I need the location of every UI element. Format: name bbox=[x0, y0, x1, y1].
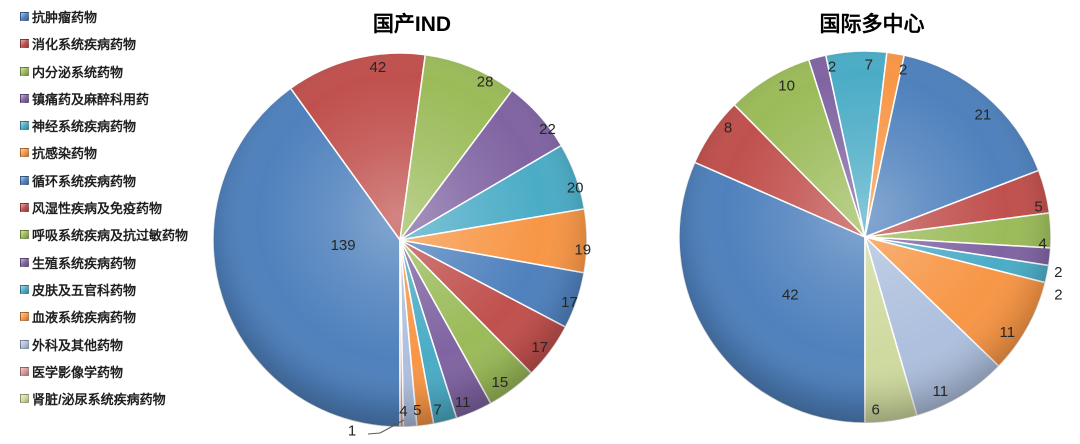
legend-item: 血液系统疾病药物 bbox=[20, 310, 188, 326]
slice-value-label: 15 bbox=[492, 374, 509, 391]
slice-value-label: 42 bbox=[370, 59, 387, 76]
legend-item-label: 风湿性疾病及免疫药物 bbox=[32, 201, 163, 217]
legend-item-label: 肾脏/泌尿系统疾病药物 bbox=[32, 392, 166, 408]
slice-value-label: 2 bbox=[1054, 286, 1062, 303]
legend-item: 消化系统疾病药物 bbox=[20, 37, 188, 53]
legend-item: 镇痛药及麻醉科用药 bbox=[20, 91, 188, 107]
slice-value-label: 6 bbox=[872, 402, 880, 419]
legend-item: 呼吸系统疾病及抗过敏药物 bbox=[20, 228, 189, 244]
slice-value-label: 2 bbox=[1054, 264, 1062, 281]
legend-swatch-icon bbox=[20, 66, 29, 76]
right-pie-title: 国际多中心 bbox=[819, 12, 925, 36]
slice-value-label: 7 bbox=[865, 57, 873, 74]
slice-value-label: 5 bbox=[1034, 199, 1042, 216]
slice-value-label: 10 bbox=[778, 77, 795, 94]
legend-swatch-icon bbox=[20, 148, 29, 158]
legend-swatch-icon bbox=[20, 394, 29, 404]
slice-value-label: 139 bbox=[331, 237, 356, 254]
slice-value-label: 17 bbox=[531, 339, 548, 356]
legend-item: 内分泌系统药物 bbox=[20, 64, 188, 80]
legend-swatch-icon bbox=[20, 93, 29, 103]
slice-value-label: 22 bbox=[539, 121, 556, 138]
slice-value-label: 11 bbox=[933, 383, 949, 400]
legend-item: 神经系统疾病药物 bbox=[20, 119, 188, 135]
slice-value-label: 17 bbox=[561, 294, 578, 311]
pie-domestic-ind: 139 42 28 22 20 19 17 17 15 11 754 1 bbox=[212, 52, 591, 440]
legend-item: 循环系统疾病药物 bbox=[20, 173, 188, 189]
legend-swatch-icon bbox=[20, 203, 29, 213]
legend-item-label: 血液系统疾病药物 bbox=[32, 310, 137, 326]
legend-item-label: 抗感染药物 bbox=[32, 146, 98, 162]
slice-value-label: 11 bbox=[1000, 324, 1016, 341]
slice-value-label: 28 bbox=[477, 73, 494, 90]
legend-item-label: 神经系统疾病药物 bbox=[32, 119, 137, 135]
legend-swatch-icon bbox=[20, 366, 29, 376]
legend-item-label: 循环系统疾病药物 bbox=[32, 173, 137, 189]
legend-swatch-icon bbox=[20, 257, 29, 267]
legend-item: 风湿性疾病及免疫药物 bbox=[20, 201, 188, 217]
legend-swatch-icon bbox=[20, 175, 29, 185]
legend-swatch-icon bbox=[20, 312, 29, 322]
legend-item-label: 医学影像学药物 bbox=[32, 364, 124, 380]
slice-value-label: 21 bbox=[975, 106, 992, 123]
legend-item: 抗肿瘤药物 bbox=[20, 10, 188, 25]
legend-item: 肾脏/泌尿系统疾病药物 bbox=[20, 392, 188, 408]
legend-swatch-icon bbox=[20, 230, 29, 240]
slice-value-label: 20 bbox=[567, 180, 584, 197]
slice-value-label: 4 bbox=[1039, 235, 1047, 252]
slice-value-label: 42 bbox=[782, 286, 799, 303]
legend-item-label: 生殖系统疾病药物 bbox=[32, 255, 137, 271]
legend-swatch-icon bbox=[20, 121, 29, 131]
slice-value-label: 2 bbox=[828, 59, 836, 76]
legend-item-label: 抗肿瘤药物 bbox=[32, 10, 98, 25]
legend-item: 外科及其他药物 bbox=[20, 337, 188, 353]
legend-item-label: 外科及其他药物 bbox=[32, 337, 124, 353]
slice-value-label: 1 bbox=[348, 423, 356, 440]
legend-swatch-icon bbox=[20, 284, 29, 294]
legend-item-label: 内分泌系统药物 bbox=[32, 64, 124, 80]
slice-value-label: 2 bbox=[899, 62, 907, 79]
chart-legend: 抗肿瘤药物消化系统疾病药物 内分泌系统药物镇痛药及麻醉科用药 神经系统疾病药物 抗感染… bbox=[20, 10, 189, 408]
legend-item-label: 镇痛药及麻醉科用药 bbox=[32, 91, 150, 107]
legend-item: 皮肤及五官科药物 bbox=[20, 282, 188, 298]
slice-value-label: 5 bbox=[413, 402, 421, 419]
legend-swatch-icon bbox=[20, 339, 29, 349]
legend-item: 抗感染药物 bbox=[20, 146, 188, 162]
label-leader-line bbox=[367, 419, 405, 435]
legend-swatch-icon bbox=[20, 12, 29, 21]
legend-item-label: 呼吸系统疾病及抗过敏药物 bbox=[32, 228, 189, 244]
legend-item: 医学影像学药物 bbox=[20, 364, 188, 380]
slice-value-label: 19 bbox=[574, 241, 591, 258]
slice-value-label: 4 bbox=[399, 403, 407, 420]
left-pie-title: 国产IND bbox=[372, 13, 452, 36]
legend-item-label: 皮肤及五官科药物 bbox=[32, 282, 137, 298]
legend-swatch-icon bbox=[20, 39, 29, 49]
legend-item: 生殖系统疾病药物 bbox=[20, 255, 188, 271]
slice-value-label: 8 bbox=[724, 120, 732, 137]
slice-value-label: 11 bbox=[455, 394, 471, 411]
slice-value-label: 7 bbox=[433, 401, 441, 418]
legend-item-label: 消化系统疾病药物 bbox=[32, 37, 137, 53]
